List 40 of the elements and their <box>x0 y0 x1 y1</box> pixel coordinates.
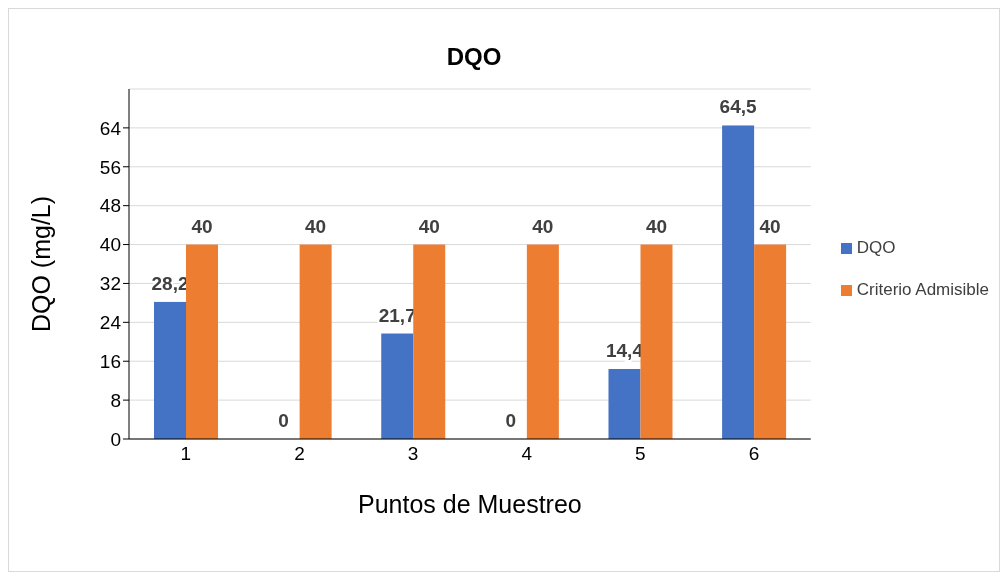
x-tick-label: 6 <box>748 443 760 465</box>
data-label: 0 <box>278 410 289 431</box>
bar <box>608 369 641 439</box>
y-axis-title: DQO (mg/L) <box>26 195 55 333</box>
bar <box>722 125 755 439</box>
legend-label: Criterio Admisible <box>856 280 989 300</box>
bar <box>526 244 559 439</box>
data-label: 28,2 <box>151 272 189 294</box>
bar <box>154 301 186 439</box>
data-label: 40 <box>191 215 213 237</box>
legend-label: DQO <box>856 238 896 258</box>
x-tick-label: 4 <box>521 443 533 465</box>
data-label: 0 <box>505 410 517 431</box>
y-tick-label: 24 <box>99 312 122 334</box>
data-label: 40 <box>759 215 781 237</box>
chart-title: DQO <box>445 43 503 71</box>
y-tick-label: 40 <box>99 234 121 256</box>
x-tick-label: 2 <box>294 443 305 465</box>
data-label: 64,5 <box>719 96 758 118</box>
bar <box>186 244 218 439</box>
bar <box>413 244 446 439</box>
data-label: 40 <box>418 215 440 237</box>
data-label: 40 <box>305 215 327 237</box>
y-tick-label: 16 <box>99 350 121 372</box>
bar <box>754 244 787 439</box>
data-label: 40 <box>645 215 668 237</box>
data-label: 40 <box>532 215 554 237</box>
x-tick-label: 1 <box>180 443 192 465</box>
x-tick-label: 5 <box>635 443 646 465</box>
y-tick-label: 0 <box>110 428 121 450</box>
y-tick-label: 64 <box>99 117 122 139</box>
bar <box>381 333 414 439</box>
y-tick-label: 56 <box>99 156 121 178</box>
y-tick-label: 48 <box>99 195 121 217</box>
y-tick-label: 32 <box>99 273 121 295</box>
bar <box>640 244 673 439</box>
x-tick-label: 3 <box>407 443 419 465</box>
bar <box>299 244 332 439</box>
x-axis-title: Puntos de Muestreo <box>357 490 582 518</box>
y-tick-label: 8 <box>110 389 121 411</box>
